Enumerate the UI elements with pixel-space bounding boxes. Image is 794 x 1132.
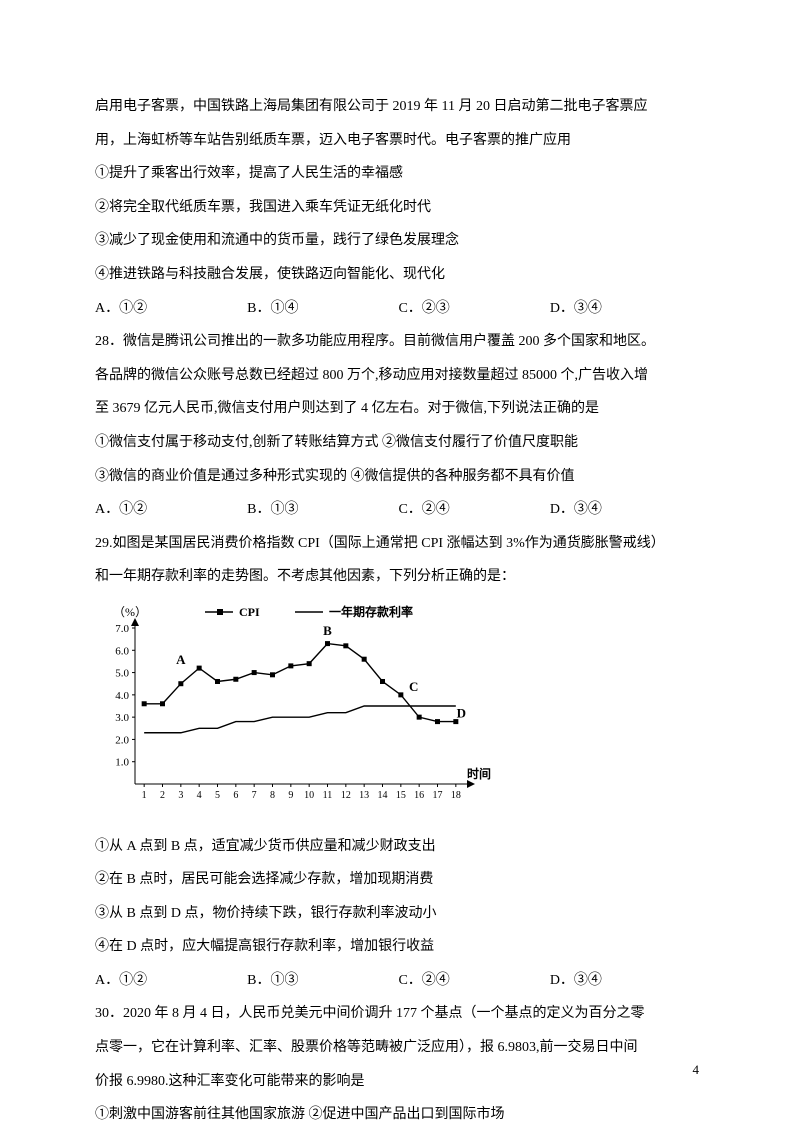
q30-line-4: ①刺激中国游客前往其他国家旅游 ②促进中国产品出口到国际市场 [95,1098,699,1132]
q28-options: A．①② B．①③ C．②④ D．③④ [95,493,699,527]
q28-opt-d: D．③④ [550,493,602,527]
q27-intro-1: 启用电子客票，中国铁路上海局集团有限公司于 2019 年 11 月 20 日启动… [95,90,699,124]
q29-opt-d: D．③④ [550,964,602,998]
q29-after-4: ④在 D 点时，应大幅提高银行存款利率，增加银行收益 [95,930,699,964]
document-body: 启用电子客票，中国铁路上海局集团有限公司于 2019 年 11 月 20 日启动… [95,90,699,1132]
svg-text:时间: 时间 [467,766,491,781]
svg-text:CPI: CPI [239,605,260,619]
q28-opt-a: A．①② [95,493,147,527]
q27-item-2: ②将完全取代纸质车票，我国进入乘车凭证无纸化时代 [95,191,699,225]
q27-opt-b: B．①④ [247,292,298,326]
svg-text:7.0: 7.0 [115,623,129,635]
q29-after-1: ①从 A 点到 B 点，适宜减少货币供应量和减少财政支出 [95,830,699,864]
q27-item-3: ③减少了现金使用和流通中的货币量，践行了绿色发展理念 [95,224,699,258]
q27-opt-c: C．②③ [398,292,449,326]
svg-text:10: 10 [304,790,314,801]
svg-text:一年期存款利率: 一年期存款利率 [329,604,413,619]
svg-text:A: A [176,652,186,667]
svg-text:11: 11 [323,790,333,801]
q28-line-5: ③微信的商业价值是通过多种形式实现的 ④微信提供的各种服务都不具有价值 [95,460,699,494]
q28-opt-b: B．①③ [247,493,298,527]
svg-text:5: 5 [215,790,220,801]
svg-text:14: 14 [378,790,388,801]
svg-text:6.0: 6.0 [115,645,129,657]
svg-text:17: 17 [433,790,443,801]
q27-options: A．①② B．①④ C．②③ D．③④ [95,292,699,326]
svg-text:C: C [409,679,418,694]
svg-text:13: 13 [359,790,369,801]
q30-line-3: 价报 6.9980.这种汇率变化可能带来的影响是 [95,1065,699,1099]
q29-opt-a: A．①② [95,964,147,998]
svg-text:1.0: 1.0 [115,757,129,769]
svg-text:（%）: （%） [113,605,147,619]
svg-text:3: 3 [178,790,183,801]
page-number: 4 [693,1054,700,1085]
svg-text:18: 18 [451,790,461,801]
svg-text:4: 4 [197,790,202,801]
q27-item-4: ④推进铁路与科技融合发展，使铁路迈向智能化、现代化 [95,258,699,292]
q27-item-1: ①提升了乘客出行效率，提高了人民生活的幸福感 [95,157,699,191]
svg-text:2.0: 2.0 [115,734,129,746]
cpi-chart: （%）CPI一年期存款利率7.06.05.04.03.02.01.0123456… [95,600,495,824]
svg-text:7: 7 [252,790,257,801]
svg-text:B: B [323,623,332,638]
svg-text:9: 9 [288,790,293,801]
svg-text:15: 15 [396,790,406,801]
svg-text:12: 12 [341,790,351,801]
svg-text:8: 8 [270,790,275,801]
q27-opt-d: D．③④ [550,292,602,326]
q29-after-2: ②在 B 点时，居民可能会选择减少存款，增加现期消费 [95,863,699,897]
q29-opt-b: B．①③ [247,964,298,998]
svg-text:16: 16 [414,790,424,801]
q29-line-1: 29.如图是某国居民消费价格指数 CPI（国际上通常把 CPI 涨幅达到 3%作… [95,527,699,561]
q29-options: A．①② B．①③ C．②④ D．③④ [95,964,699,998]
svg-text:1: 1 [142,790,147,801]
q27-intro-2: 用，上海虹桥等车站告别纸质车票，迈入电子客票时代。电子客票的推广应用 [95,124,699,158]
svg-text:2: 2 [160,790,165,801]
q29-after-3: ③从 B 点到 D 点，物价持续下跌，银行存款利率波动小 [95,897,699,931]
svg-text:6: 6 [233,790,238,801]
svg-text:D: D [457,706,466,721]
q28-line-1: 28．微信是腾讯公司推出的一款多功能应用程序。目前微信用户覆盖 200 多个国家… [95,325,699,359]
q29-line-2: 和一年期存款利率的走势图。不考虑其他因素，下列分析正确的是： [95,560,699,594]
q28-opt-c: C．②④ [398,493,449,527]
svg-text:5.0: 5.0 [115,667,129,679]
cpi-chart-svg: （%）CPI一年期存款利率7.06.05.04.03.02.01.0123456… [95,600,495,810]
q28-line-4: ①微信支付属于移动支付,创新了转账结算方式 ②微信支付履行了价值尺度职能 [95,426,699,460]
q30-line-1: 30．2020 年 8 月 4 日，人民币兑美元中间价调升 177 个基点（一个… [95,997,699,1031]
q28-line-2: 各品牌的微信公众账号总数已经超过 800 万个,移动应用对接数量超过 85000… [95,359,699,393]
q28-line-3: 至 3679 亿元人民币,微信支付用户则达到了 4 亿左右。对于微信,下列说法正… [95,392,699,426]
svg-text:3.0: 3.0 [115,712,129,724]
svg-text:4.0: 4.0 [115,690,129,702]
q27-opt-a: A．①② [95,292,147,326]
q30-line-2: 点零一，它在计算利率、汇率、股票价格等范畴被广泛应用），报 6.9803,前一交… [95,1031,699,1065]
q29-opt-c: C．②④ [398,964,449,998]
